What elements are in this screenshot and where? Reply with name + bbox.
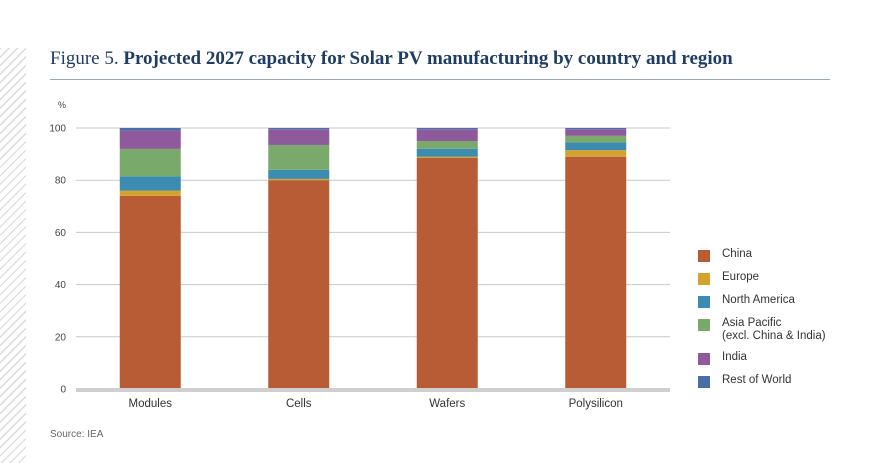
y-tick-label: 100: [49, 124, 66, 135]
bar-segment: [565, 156, 627, 389]
legend-label: Asia Pacific (excl. China & India): [722, 317, 826, 342]
legend-swatch: [698, 319, 710, 331]
bar-segment: [268, 144, 330, 170]
bar-segment: [565, 150, 627, 157]
bar-segment: [268, 169, 330, 179]
y-tick-label: 0: [60, 385, 66, 396]
legend-label: Europe: [722, 271, 760, 283]
x-tick-label: Modules: [129, 398, 173, 410]
bar-segment: [565, 135, 627, 143]
legend-swatch: [698, 273, 710, 285]
y-axis-label: %: [58, 100, 66, 110]
legend-swatch: [698, 250, 710, 262]
bar-segment: [565, 128, 627, 130]
bar-segment: [119, 195, 181, 389]
bar-segment: [416, 148, 478, 157]
x-axis-baseline: [76, 388, 670, 392]
figure-title-text: Projected 2027 capacity for Solar PV man…: [123, 48, 733, 69]
bar-segment: [119, 190, 181, 196]
bar-segment: [416, 129, 478, 142]
legend-item: North America: [698, 294, 795, 308]
bar-segment: [268, 178, 330, 181]
x-tick-label: Wafers: [429, 398, 465, 410]
legend-swatch: [698, 296, 710, 308]
bar-segment: [416, 141, 478, 149]
x-tick-label: Polysilicon: [569, 398, 623, 410]
legend-label: Rest of World: [722, 374, 792, 386]
source-note: Source: IEA: [50, 429, 104, 440]
bar-segment: [565, 142, 627, 151]
y-tick-label: 20: [55, 332, 67, 343]
bar-segment: [268, 180, 330, 389]
bar-segment: [416, 128, 478, 130]
bar-segment: [268, 129, 330, 145]
x-tick-label: Cells: [286, 398, 312, 410]
legend-item: Europe: [698, 271, 759, 285]
legend-item: China: [698, 248, 752, 262]
bar-segment: [416, 158, 478, 389]
legend-label: China: [722, 248, 753, 260]
figure-label: Figure 5.: [50, 48, 119, 69]
bar-segment: [268, 128, 330, 130]
bar-segment: [119, 176, 181, 191]
figure-title: Figure 5. Projected 2027 capacity for So…: [50, 48, 733, 70]
decorative-hatch: [0, 48, 26, 463]
title-rule: [50, 79, 830, 80]
bar-segment: [416, 156, 478, 159]
y-tick-label: 60: [55, 228, 67, 239]
y-tick-label: 80: [55, 176, 67, 187]
legend-item: Rest of World: [698, 374, 791, 388]
legend-swatch: [698, 376, 710, 388]
bar-segment: [565, 129, 627, 136]
bar-segment: [119, 130, 181, 149]
bar-segment: [119, 128, 181, 131]
legend-label: North America: [722, 294, 795, 306]
legend-swatch: [698, 353, 710, 365]
bar-segment: [119, 148, 181, 177]
legend-item: Asia Pacific (excl. China & India): [698, 317, 826, 343]
y-tick-label: 40: [55, 280, 67, 291]
legend-item: India: [698, 351, 747, 365]
legend-label: India: [722, 351, 747, 363]
